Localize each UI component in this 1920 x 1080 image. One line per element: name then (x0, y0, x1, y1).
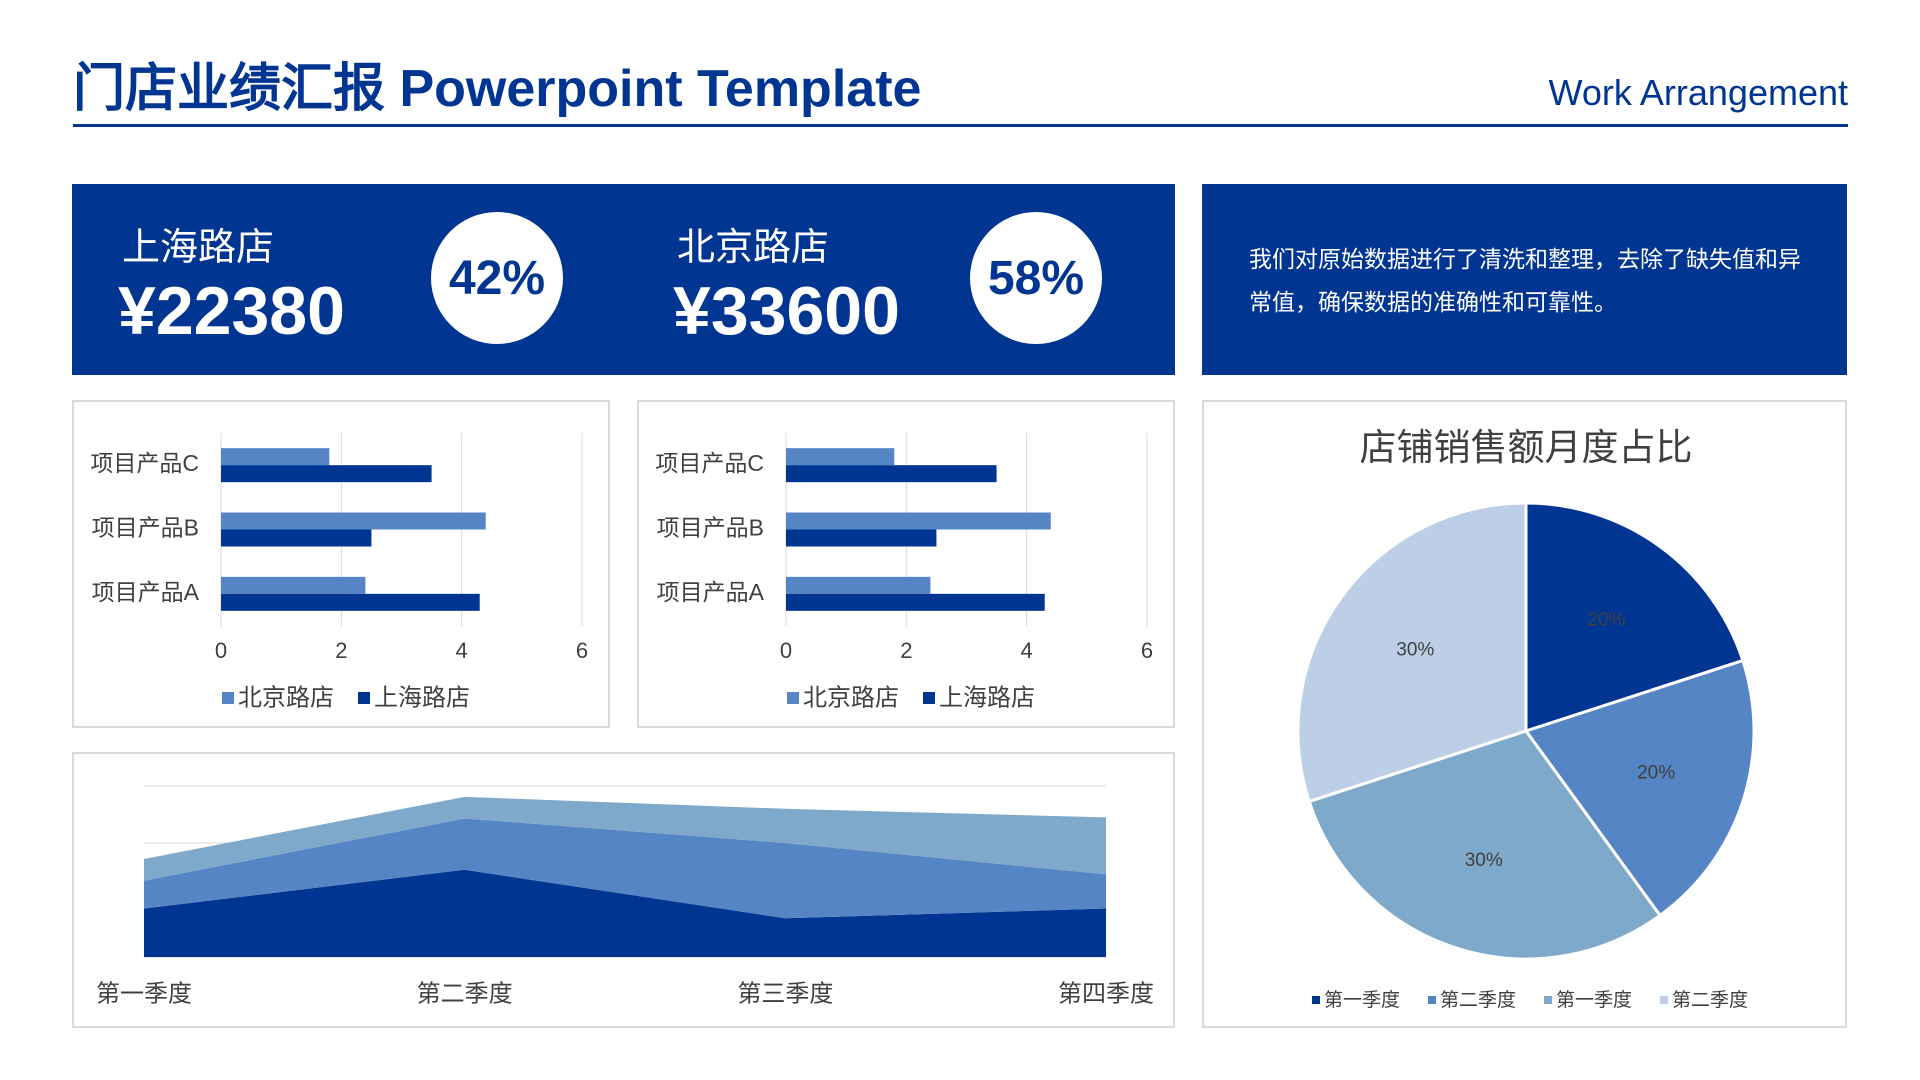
legend-swatch (1660, 996, 1668, 1004)
chart-panel: 0 2 4 6 项目产品A 项目产品B 项目产品C 北京路店 上海路店 (637, 400, 1175, 728)
bar (786, 512, 1051, 530)
bar (221, 448, 330, 466)
bar (221, 529, 372, 547)
bar (221, 512, 486, 530)
pie-slice (1524, 501, 1745, 734)
legend-label: 北京路店 (238, 684, 334, 711)
chart-panel: 第一季度 第二季度 第三季度 第四季度 (72, 752, 1175, 1028)
bar-chart: 0 2 4 6 项目产品A 项目产品B 项目产品C 北京路店 上海路店 (90, 433, 588, 711)
x-tick-label: 6 (576, 638, 588, 663)
y-tick-label: 项目产品B (92, 515, 199, 541)
page-subtitle: Work Arrangement (1548, 72, 1848, 113)
store-amount: ¥33600 (673, 273, 900, 349)
note-text: 我们对原始数据进行了清洗和整理，去除了缺失值和异常值，确保数据的准确性和可靠性。 (1249, 246, 1801, 315)
data-label: 30% (1465, 850, 1503, 871)
x-tick-label: 第一季度 (96, 980, 192, 1007)
bar-chart: 0 2 4 6 项目产品A 项目产品B 项目产品C 北京路店 上海路店 (655, 433, 1153, 711)
bar (786, 448, 895, 466)
store-share: 58% (970, 212, 1102, 344)
legend-swatch (1428, 996, 1436, 1004)
legend-label: 第二季度 (1440, 989, 1516, 1011)
bar (786, 465, 997, 483)
x-tick-label: 第三季度 (737, 980, 833, 1007)
legend-swatch (222, 692, 234, 704)
y-tick-label: 项目产品C (90, 450, 199, 476)
bar (786, 593, 1045, 611)
bar (786, 576, 931, 594)
x-tick-label: 0 (780, 638, 792, 663)
area (144, 796, 1106, 881)
store-name: 北京路店 (677, 227, 830, 269)
y-tick-label: 项目产品B (657, 515, 764, 541)
pie-chart: 店铺销售额月度占比 20% 20% 30% 30% 第一季度 第二季度 第一季度 第二季度 (1296, 427, 1756, 1011)
chart-title: 店铺销售额月度占比 (1360, 427, 1693, 468)
bar (221, 593, 480, 611)
data-label: 20% (1587, 609, 1625, 630)
chart-panel: 店铺销售额月度占比 20% 20% 30% 30% 第一季度 第二季度 第一季度 第二季度 (1202, 400, 1847, 1028)
data-label: 20% (1637, 762, 1675, 783)
x-tick-label: 第四季度 (1058, 980, 1154, 1007)
chart-panel: 0 2 4 6 项目产品A 项目产品B 项目产品C 北京路店 上海路店 (72, 400, 610, 728)
pie-slice (1296, 501, 1528, 804)
legend-label: 第二季度 (1672, 989, 1748, 1011)
x-tick-label: 4 (1021, 638, 1033, 663)
legend-label: 上海路店 (939, 684, 1035, 711)
title-rule (73, 124, 1848, 127)
page-title: 门店业绩汇报 Powerpoint Template (73, 60, 922, 118)
note-panel (1202, 184, 1847, 375)
bar (786, 529, 937, 547)
data-label: 30% (1396, 640, 1434, 661)
legend-swatch (923, 692, 935, 704)
legend-label: 第一季度 (1556, 989, 1632, 1011)
x-tick-label: 2 (900, 638, 912, 663)
bar (221, 465, 432, 483)
legend-swatch (1544, 996, 1552, 1004)
x-tick-label: 2 (335, 638, 347, 663)
legend-swatch (358, 692, 370, 704)
x-tick-label: 4 (456, 638, 468, 663)
y-tick-label: 项目产品A (92, 579, 200, 605)
area (144, 869, 1106, 957)
pie-slice (1307, 729, 1663, 961)
area-chart: 第一季度 第二季度 第三季度 第四季度 (96, 785, 1154, 1007)
bar (221, 576, 366, 594)
y-tick-label: 项目产品C (655, 450, 764, 476)
legend-label: 上海路店 (374, 684, 470, 711)
legend-swatch (787, 692, 799, 704)
x-tick-label: 6 (1141, 638, 1153, 663)
x-tick-label: 0 (215, 638, 227, 663)
area (144, 818, 1106, 919)
store-share: 42% (431, 212, 563, 344)
store-name: 上海路店 (122, 227, 275, 269)
pie-slice (1523, 658, 1756, 918)
legend-label: 第一季度 (1324, 989, 1400, 1011)
legend-label: 北京路店 (803, 684, 899, 711)
y-tick-label: 项目产品A (657, 579, 765, 605)
x-tick-label: 第二季度 (417, 980, 513, 1007)
store-amount: ¥22380 (118, 273, 345, 349)
legend-swatch (1312, 996, 1320, 1004)
